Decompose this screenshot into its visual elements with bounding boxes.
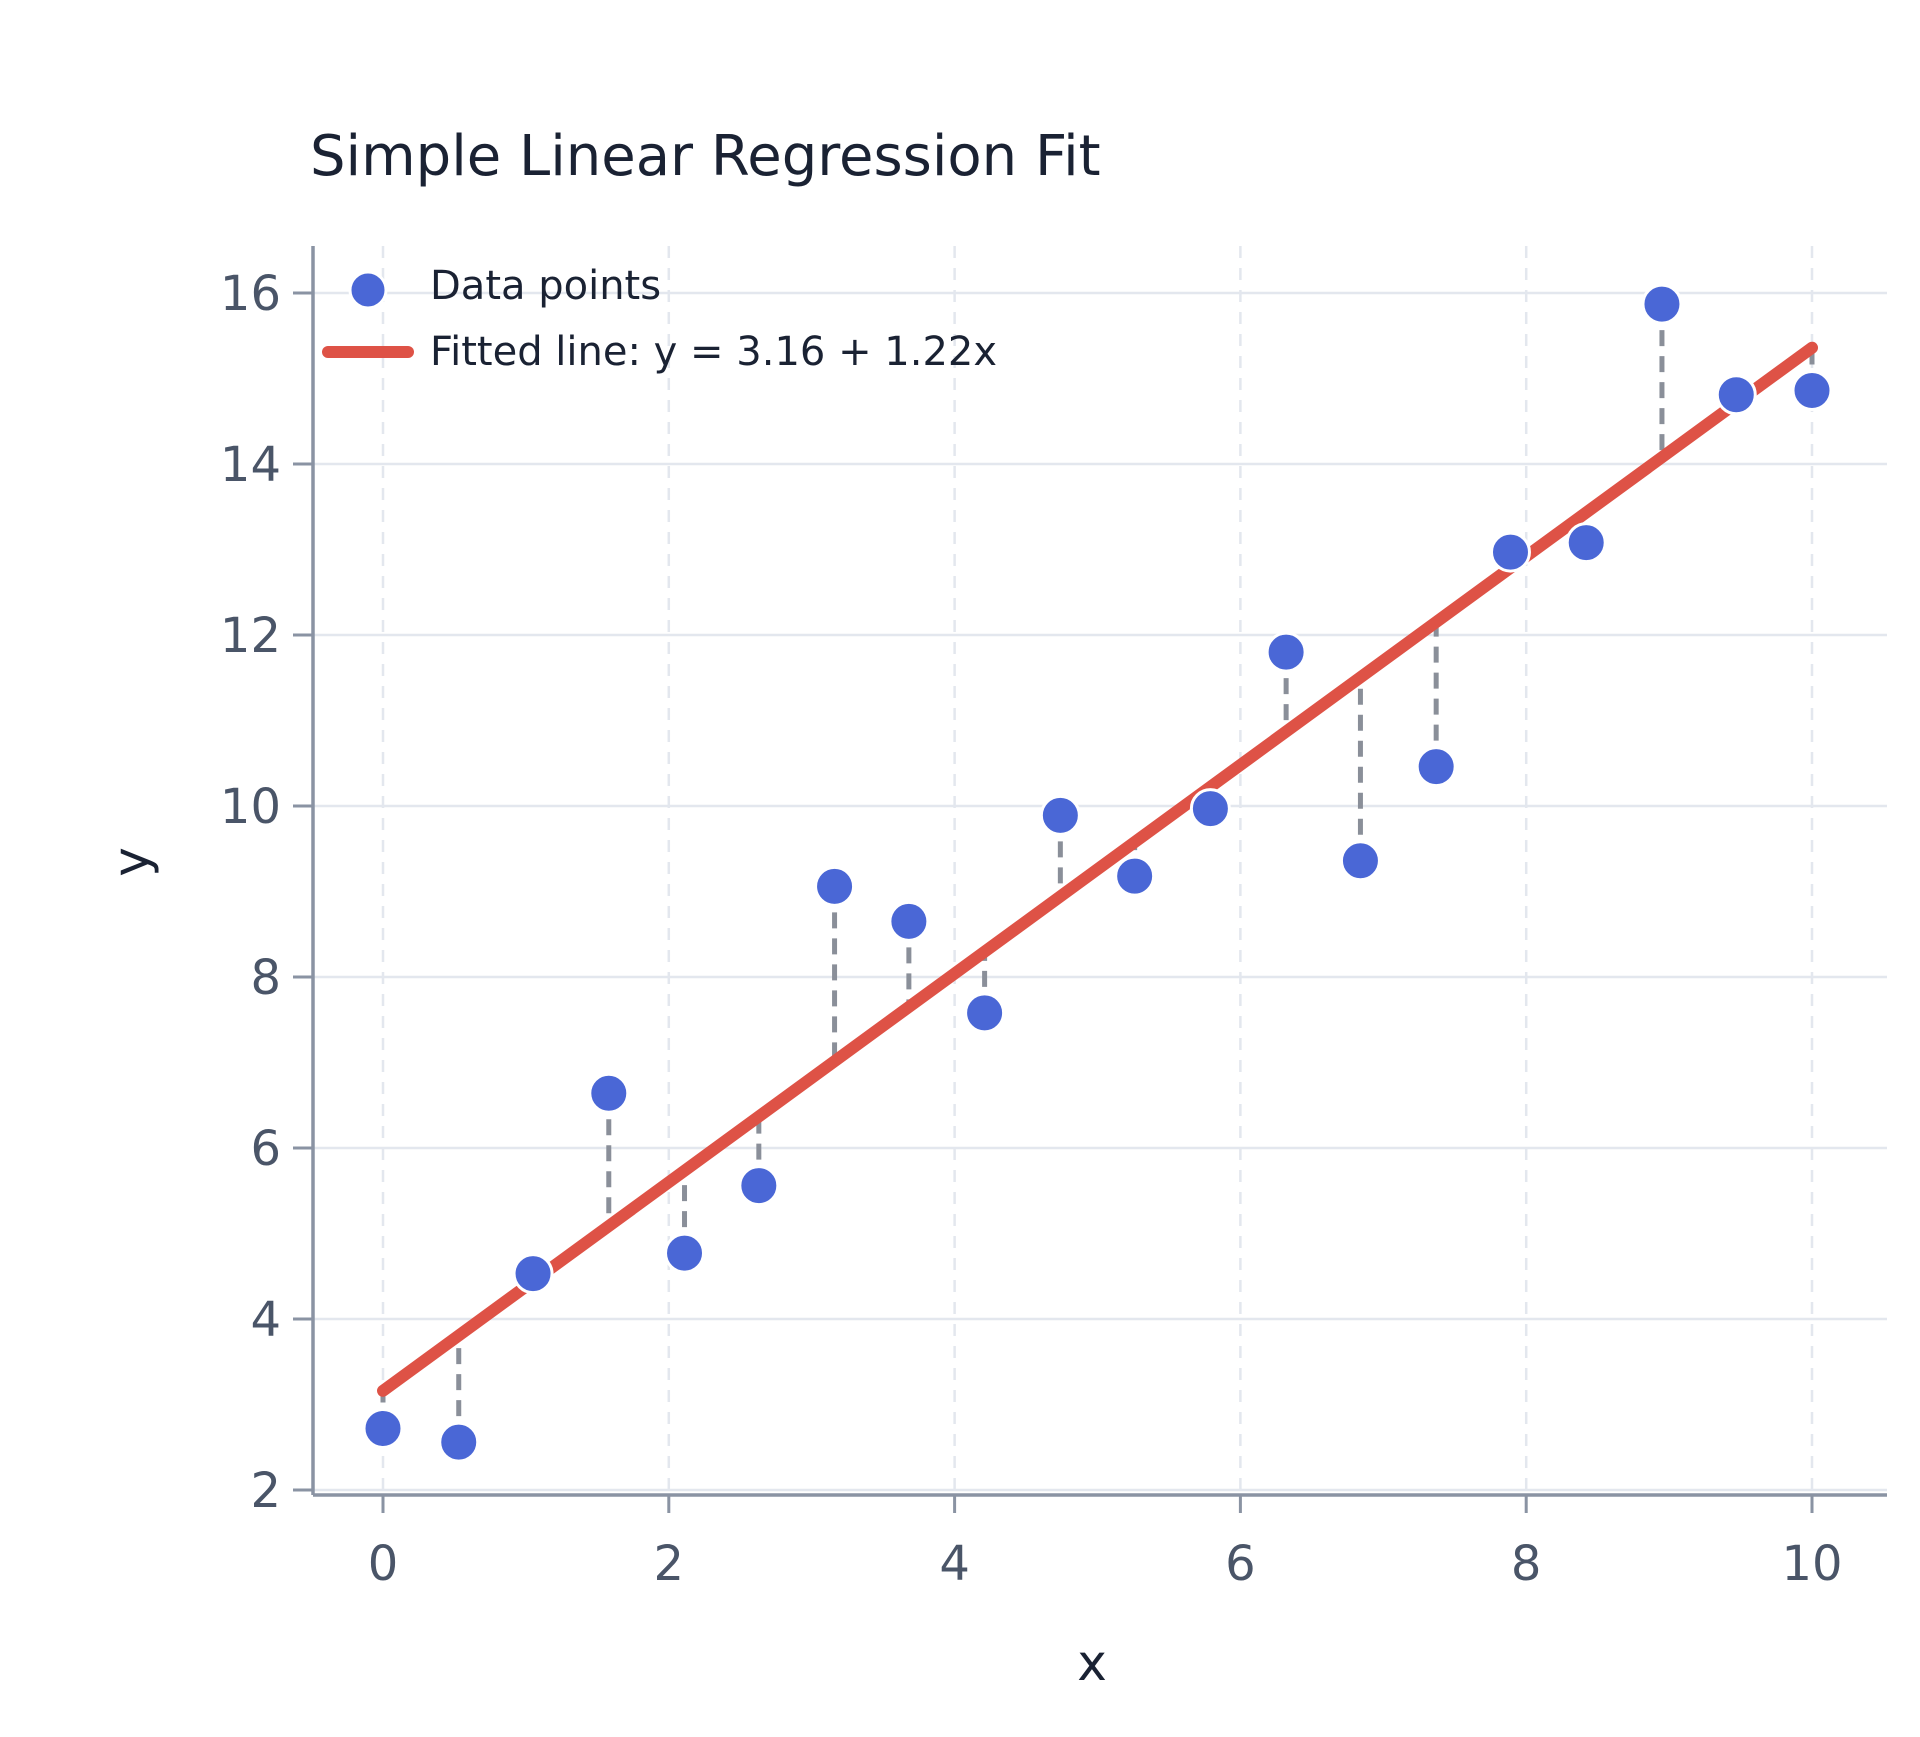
legend-label-data-points: Data points	[430, 263, 661, 309]
data-point	[1791, 369, 1833, 411]
data-point	[964, 992, 1006, 1034]
data-point	[1265, 631, 1307, 673]
y-tick-label: 12	[220, 608, 281, 664]
y-tick-label: 14	[220, 437, 281, 493]
data-point	[1114, 855, 1156, 897]
chart-title: Simple Linear Regression Fit	[310, 124, 1101, 189]
data-point	[738, 1165, 780, 1207]
data-point	[1565, 522, 1607, 564]
legend: Data points Fitted line: y = 3.16 + 1.22…	[322, 263, 997, 375]
data-point	[1641, 283, 1683, 325]
data-point	[438, 1421, 480, 1463]
legend-label-fitted-line: Fitted line: y = 3.16 + 1.22x	[430, 329, 997, 375]
fitted-line	[377, 341, 1818, 1397]
data-point	[888, 900, 930, 942]
data-point	[1489, 531, 1531, 573]
data-point	[1415, 746, 1457, 788]
axes: 2 4 6 8 10 12 14 16 0 2 4 6 8 10	[220, 246, 1887, 1592]
x-tick-label: 4	[939, 1536, 970, 1592]
data-point	[814, 865, 856, 907]
y-tick-label: 16	[220, 266, 281, 322]
data-point	[1715, 374, 1757, 416]
legend-marker-data-points	[348, 270, 388, 310]
data-points	[362, 283, 1833, 1463]
x-tick-label: 6	[1225, 1536, 1256, 1592]
data-point	[1039, 794, 1081, 836]
x-axis-label: x	[1077, 1634, 1107, 1692]
y-axis-label: y	[102, 847, 160, 877]
x-tick-label: 10	[1781, 1536, 1842, 1592]
y-tick-label: 2	[250, 1463, 281, 1519]
data-point	[512, 1253, 554, 1295]
y-tick-label: 8	[250, 950, 281, 1006]
data-point	[1339, 840, 1381, 882]
grid	[313, 246, 1887, 1495]
data-point	[1189, 788, 1231, 830]
data-point	[588, 1072, 630, 1114]
y-tick-label: 10	[220, 779, 281, 835]
y-tick-label: 6	[250, 1121, 281, 1177]
data-point	[362, 1407, 404, 1449]
x-tick-label: 8	[1511, 1536, 1542, 1592]
fitted-line-layer	[377, 341, 1818, 1397]
x-tick-label: 2	[654, 1536, 685, 1592]
y-tick-label: 4	[250, 1292, 281, 1348]
data-point	[664, 1232, 706, 1274]
x-tick-label: 0	[368, 1536, 399, 1592]
